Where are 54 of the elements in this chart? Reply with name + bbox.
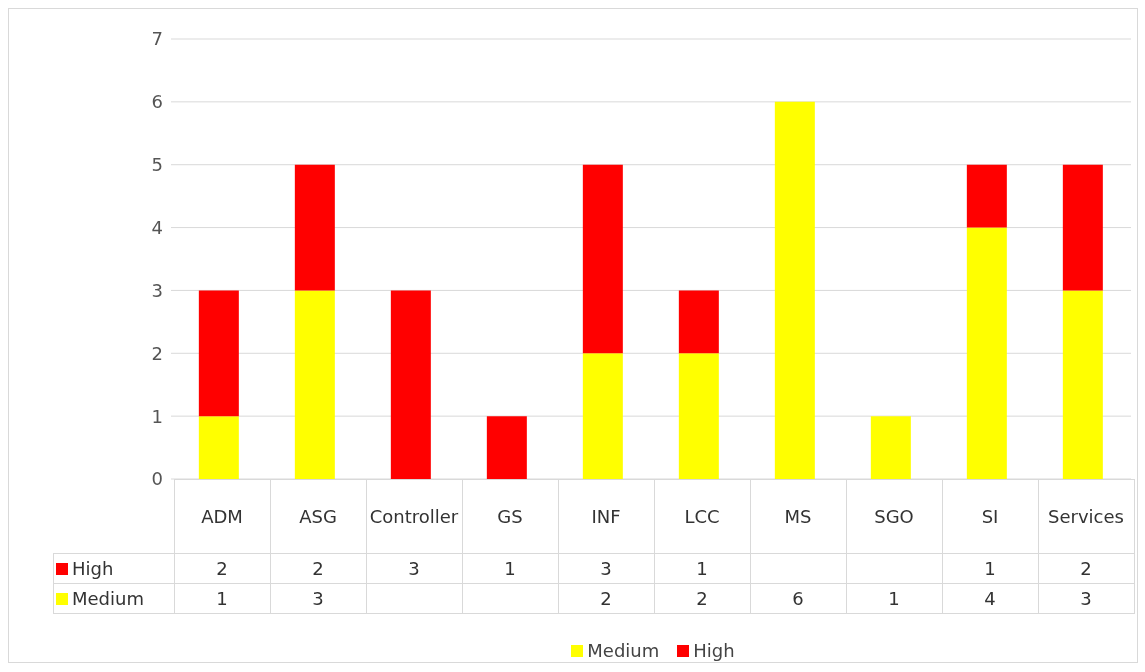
- bar: [390, 290, 431, 479]
- bar: [582, 164, 623, 354]
- x-tick-label: ASG: [270, 479, 366, 554]
- bar: [198, 290, 239, 417]
- data-label: 1: [654, 553, 750, 584]
- bar: [294, 164, 335, 291]
- bar: [774, 101, 815, 479]
- text: High: [693, 640, 735, 661]
- data-label: 2: [174, 553, 270, 584]
- data-label: 2: [558, 583, 654, 614]
- data-label: 3: [270, 583, 366, 614]
- bar: [294, 290, 335, 479]
- data-label: 3: [366, 553, 462, 584]
- data-label: 2: [1038, 553, 1134, 584]
- bar: [1062, 164, 1103, 291]
- x-tick-label: Services: [1038, 479, 1134, 554]
- bar: [870, 416, 911, 479]
- x-tick-label: LCC: [654, 479, 750, 554]
- data-label: 1: [942, 553, 1038, 584]
- legend-label: Medium: [53, 583, 174, 614]
- data-label: 1: [846, 583, 942, 614]
- data-label: 3: [1038, 583, 1134, 614]
- data-label: 1: [462, 553, 558, 584]
- y-tick-label: 1: [151, 405, 163, 427]
- y-tick-label: 2: [151, 342, 163, 364]
- y-tick-label: 6: [151, 91, 163, 113]
- y-tick-label: 3: [151, 279, 163, 301]
- data-label: 4: [942, 583, 1038, 614]
- text: Medium: [587, 640, 660, 661]
- x-tick-label: GS: [462, 479, 558, 554]
- data-label: 2: [270, 553, 366, 584]
- data-label: 2: [654, 583, 750, 614]
- y-tick-label: 7: [151, 28, 163, 50]
- y-tick-label: 0: [151, 468, 163, 490]
- x-tick-label: MS: [750, 479, 846, 554]
- x-tick-label: SGO: [846, 479, 942, 554]
- data-label: 6: [750, 583, 846, 614]
- data-label: 3: [558, 553, 654, 584]
- x-tick-label: SI: [942, 479, 1038, 554]
- data-label: 1: [174, 583, 270, 614]
- x-tick-label: ADM: [174, 479, 270, 554]
- bar: [486, 416, 527, 479]
- x-tick-label: Controller: [366, 479, 462, 554]
- y-tick-label: 5: [151, 154, 163, 176]
- bar: [1062, 290, 1103, 479]
- x-tick-label: INF: [558, 479, 654, 554]
- y-tick-label: 4: [151, 216, 163, 238]
- bar: [678, 353, 719, 479]
- bar: [678, 290, 719, 354]
- bar: [966, 227, 1007, 479]
- bar: [198, 416, 239, 479]
- bar: [966, 164, 1007, 228]
- legend-label: High: [53, 553, 174, 584]
- bar: [582, 353, 623, 479]
